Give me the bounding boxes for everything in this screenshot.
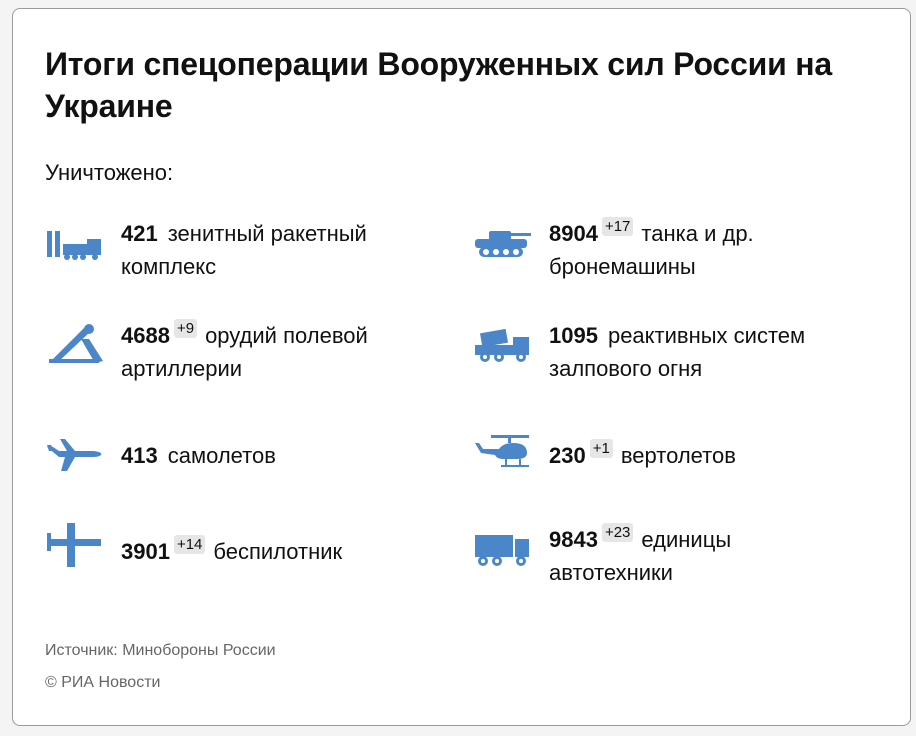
delta-badge: +17 [601,217,634,236]
artillery-icon [45,319,103,363]
source-note: Источник: Минобороны России [45,642,276,659]
stat-number: 3901 [121,539,170,564]
helicopter-icon [473,429,531,473]
stat-label: самолетов [167,443,276,468]
delta-badge: +1 [589,439,613,458]
stat-number: 421 [121,221,158,246]
delta-badge: +14 [173,535,206,554]
stat-label-2: бронемашины [549,254,696,279]
stat-label: единицы [641,527,732,552]
page-title: Итоги спецоперации Вооруженных сил Росси… [45,46,832,124]
stat-label-2: артиллерии [121,356,243,381]
stat-number: 9843 [549,527,598,552]
stat-number: 4688 [121,323,170,348]
stat-label: танка и др. [641,221,754,246]
airplane-icon [45,429,103,473]
subtitle: Уничтожено: [45,160,174,185]
stat-label: беспилотник [213,539,343,564]
stat-label-2: залпового огня [549,356,703,381]
copyright: © РИА Новости [45,674,161,691]
delta-badge: +23 [601,523,634,542]
drone-icon [45,523,103,567]
stat-label-2: автотехники [549,560,673,585]
stat-label: орудий полевой [205,323,368,348]
delta-badge: +9 [173,319,198,338]
tank-icon [473,217,531,261]
stat-number: 230 [549,443,586,468]
stat-number: 413 [121,443,158,468]
stat-label: реактивных систем [607,323,806,348]
stat-number: 8904 [549,221,598,246]
stat-label-2: комплекс [121,254,217,279]
infographic-card: Итоги спецоперации Вооруженных сил Росси… [12,8,911,726]
stat-label: зенитный ракетный [167,221,367,246]
truck-icon [473,523,531,567]
stat-label: вертолетов [620,443,736,468]
rocket-launcher-truck-icon [473,319,531,363]
missile-launcher-icon [45,217,103,261]
stat-number: 1095 [549,323,598,348]
